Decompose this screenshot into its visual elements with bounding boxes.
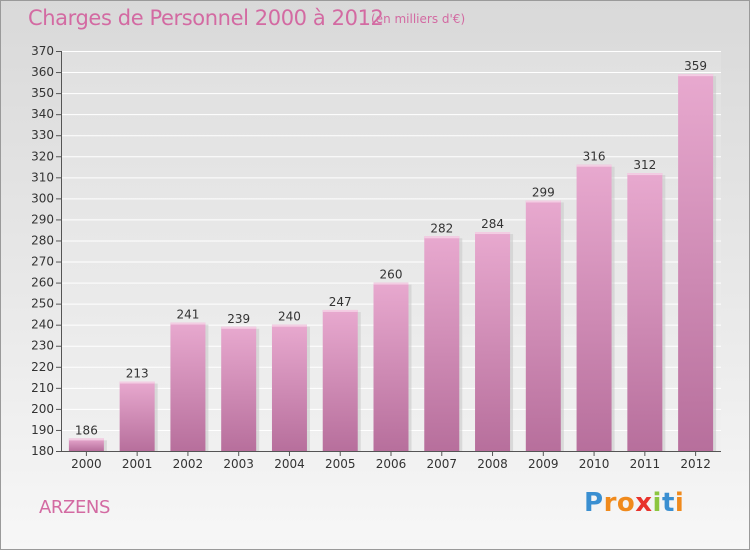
x-tick-label: 2011 xyxy=(630,457,661,471)
x-tick-label: 2009 xyxy=(528,457,559,471)
x-tick-label: 2003 xyxy=(223,457,254,471)
logo-letter: o xyxy=(616,488,636,518)
bar-value-label: 186 xyxy=(75,423,98,437)
y-tick-label: 270 xyxy=(31,255,54,269)
x-tick-label: 2002 xyxy=(173,457,204,471)
bar xyxy=(424,236,460,451)
bar-highlight xyxy=(373,282,409,285)
y-tick-label: 310 xyxy=(31,170,54,184)
logo-letter: i xyxy=(652,488,662,518)
bar-value-label: 299 xyxy=(532,185,555,199)
bar-value-label: 282 xyxy=(430,221,453,235)
x-tick-label: 2006 xyxy=(376,457,407,471)
bar-value-label: 312 xyxy=(633,158,656,172)
bar-value-label: 284 xyxy=(481,217,504,231)
bar-highlight xyxy=(119,381,155,384)
bar xyxy=(322,309,358,451)
bar xyxy=(170,322,206,451)
logo-letter: t xyxy=(661,488,675,518)
x-tick-label: 2012 xyxy=(680,457,711,471)
bar xyxy=(68,438,104,451)
proxiti-logo: Proxiti xyxy=(584,488,684,518)
bar-highlight xyxy=(475,232,511,235)
bar xyxy=(221,326,257,451)
bar-value-label: 240 xyxy=(278,310,301,324)
bar xyxy=(475,232,511,451)
bar-highlight xyxy=(170,322,206,325)
bar-value-label: 260 xyxy=(380,268,403,282)
bar-highlight xyxy=(271,324,307,327)
chart-title: Charges de Personnel 2000 à 2012 xyxy=(28,6,384,30)
y-tick-label: 340 xyxy=(31,107,54,121)
logo-letter: i xyxy=(674,488,685,518)
logo-letter: P xyxy=(584,488,604,518)
bar xyxy=(373,282,409,451)
bar xyxy=(627,173,663,451)
bar-highlight xyxy=(221,326,257,329)
bar-highlight xyxy=(424,236,460,239)
y-tick-label: 200 xyxy=(31,402,54,416)
bar-highlight xyxy=(627,173,663,176)
bar-highlight xyxy=(678,74,714,77)
logo-letter: x xyxy=(635,488,653,518)
logo-letter: r xyxy=(603,488,617,518)
y-tick-label: 220 xyxy=(31,360,54,374)
y-tick-label: 320 xyxy=(31,149,54,163)
bar-value-label: 316 xyxy=(583,150,606,164)
x-tick-label: 2005 xyxy=(325,457,356,471)
y-tick-label: 350 xyxy=(31,86,54,100)
y-tick-label: 280 xyxy=(31,233,54,247)
y-tick-label: 330 xyxy=(31,128,54,142)
x-tick-label: 2010 xyxy=(579,457,610,471)
y-tick-label: 210 xyxy=(31,381,54,395)
x-tick-label: 2001 xyxy=(122,457,153,471)
y-tick-label: 290 xyxy=(31,212,54,226)
y-tick-label: 300 xyxy=(31,191,54,205)
y-tick-label: 240 xyxy=(31,318,54,332)
y-tick-label: 250 xyxy=(31,297,54,311)
y-tick-label: 260 xyxy=(31,276,54,290)
y-tick-label: 180 xyxy=(31,444,54,458)
x-tick-label: 2007 xyxy=(426,457,457,471)
bar-value-label: 359 xyxy=(684,59,707,73)
location-name: ARZENS xyxy=(39,497,111,518)
bar xyxy=(525,200,561,451)
bar-highlight xyxy=(322,309,358,312)
x-tick-label: 2000 xyxy=(71,457,102,471)
bar-value-label: 241 xyxy=(176,308,199,322)
y-tick-label: 190 xyxy=(31,423,54,437)
bar-value-label: 213 xyxy=(126,367,149,381)
bar xyxy=(271,324,307,451)
bar-highlight xyxy=(576,164,612,167)
bar xyxy=(678,74,714,451)
chart-subtitle: (en milliers d'€) xyxy=(371,12,466,26)
bar-highlight xyxy=(525,200,561,203)
bar xyxy=(576,164,612,451)
y-tick-label: 360 xyxy=(31,65,54,79)
y-tick-label: 370 xyxy=(31,44,54,58)
bar-value-label: 239 xyxy=(227,312,250,326)
bar-value-label: 247 xyxy=(329,295,352,309)
x-tick-label: 2008 xyxy=(477,457,508,471)
bar xyxy=(119,381,155,451)
y-tick-label: 230 xyxy=(31,339,54,353)
x-tick-label: 2004 xyxy=(274,457,305,471)
bar-highlight xyxy=(68,438,104,441)
